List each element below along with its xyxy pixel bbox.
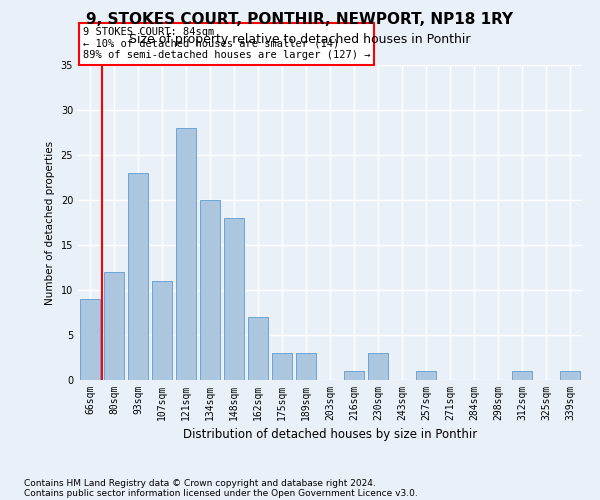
Text: Contains HM Land Registry data © Crown copyright and database right 2024.: Contains HM Land Registry data © Crown c… [24, 478, 376, 488]
Bar [512, 371, 532, 380]
Text: Contains public sector information licensed under the Open Government Licence v3: Contains public sector information licen… [24, 488, 418, 498]
X-axis label: Distribution of detached houses by size in Ponthir: Distribution of detached houses by size … [183, 428, 477, 442]
Bar [224, 218, 244, 380]
Text: 9 STOKES COURT: 84sqm
← 10% of detached houses are smaller (14)
89% of semi-deta: 9 STOKES COURT: 84sqm ← 10% of detached … [83, 28, 370, 60]
Bar [80, 299, 100, 380]
Text: 9, STOKES COURT, PONTHIR, NEWPORT, NP18 1RY: 9, STOKES COURT, PONTHIR, NEWPORT, NP18 … [86, 12, 514, 28]
Y-axis label: Number of detached properties: Number of detached properties [45, 140, 55, 304]
Bar [200, 200, 220, 380]
Bar [128, 173, 148, 380]
Bar [152, 281, 172, 380]
Bar [176, 128, 196, 380]
Bar [296, 353, 316, 380]
Text: Size of property relative to detached houses in Ponthir: Size of property relative to detached ho… [129, 32, 471, 46]
Bar [344, 371, 364, 380]
Bar [560, 371, 580, 380]
Bar [104, 272, 124, 380]
Bar [248, 317, 268, 380]
Bar [368, 353, 388, 380]
Bar [416, 371, 436, 380]
Bar [272, 353, 292, 380]
